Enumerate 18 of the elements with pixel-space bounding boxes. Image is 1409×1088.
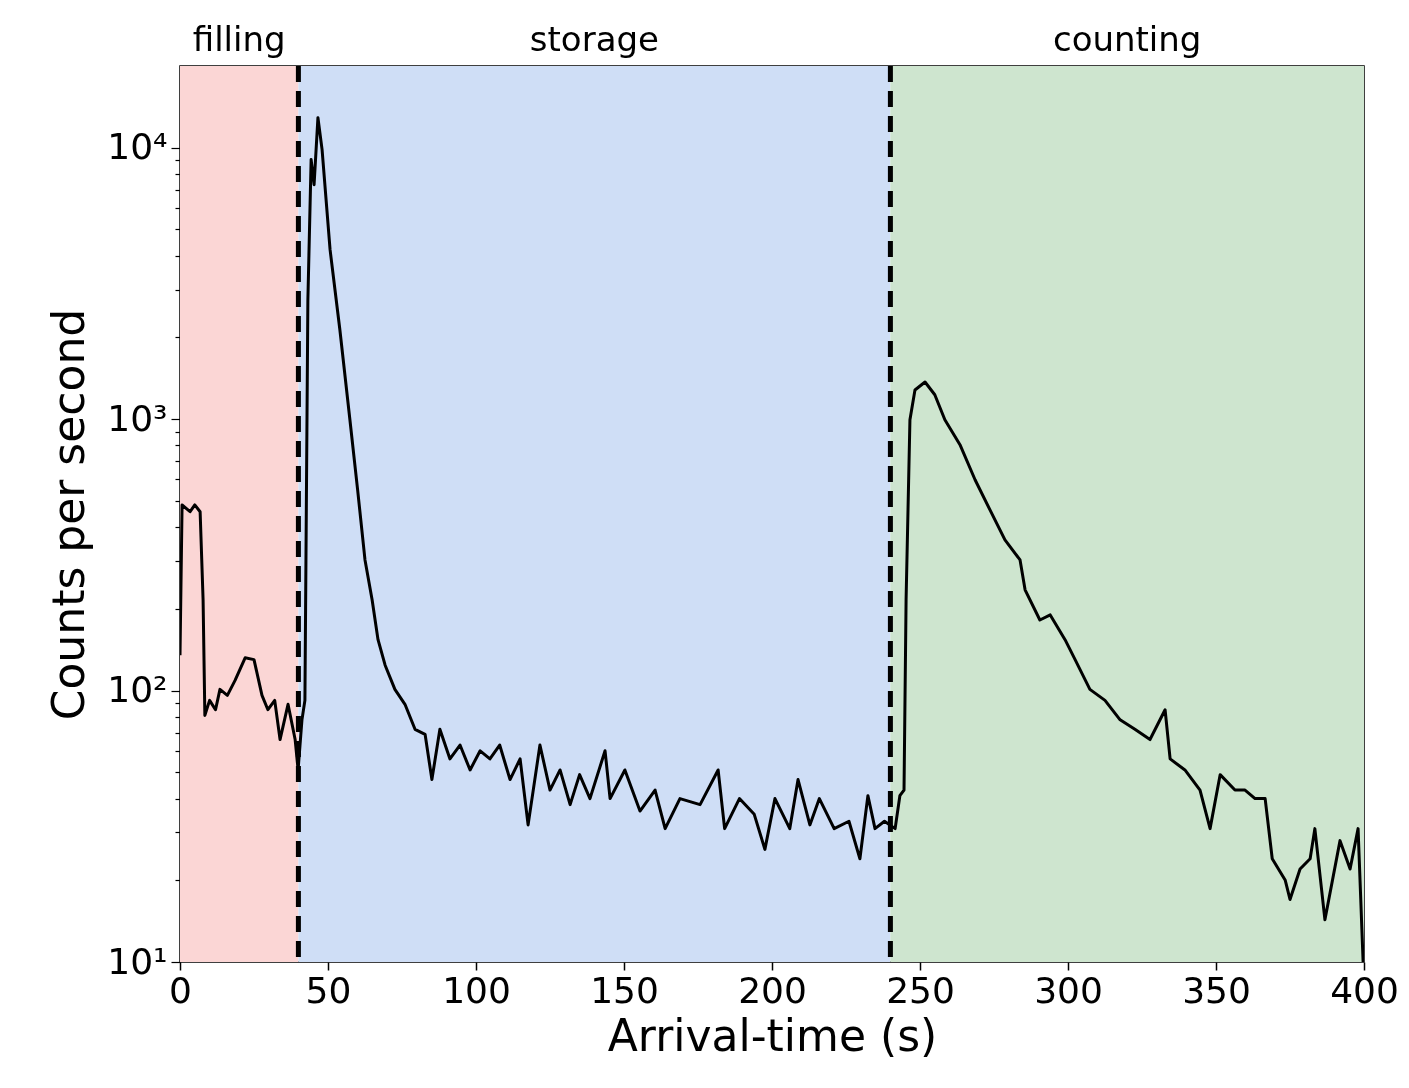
x-tick-label: 50 bbox=[305, 969, 352, 1011]
x-tick-label: 400 bbox=[1330, 969, 1399, 1011]
band-label: counting bbox=[1052, 19, 1202, 59]
y-tick-label: 10¹ bbox=[107, 940, 168, 982]
x-axis-title: Arrival-time (s) bbox=[607, 1009, 938, 1061]
y-tick-label: 10³ bbox=[107, 397, 168, 439]
x-tick-label: 150 bbox=[590, 969, 659, 1011]
x-tick-label: 100 bbox=[442, 969, 511, 1011]
x-tick-label: 250 bbox=[886, 969, 955, 1011]
y-tick-label: 10⁴ bbox=[107, 126, 168, 168]
x-tick-label: 200 bbox=[738, 969, 807, 1011]
band-label: filling bbox=[192, 19, 286, 59]
y-axis-title: Counts per second bbox=[43, 308, 95, 721]
x-tick-label: 300 bbox=[1034, 969, 1103, 1011]
x-tick-label: 0 bbox=[169, 969, 192, 1011]
band-label: storage bbox=[529, 19, 659, 59]
y-tick-label: 10² bbox=[107, 669, 168, 711]
x-tick-label: 350 bbox=[1182, 969, 1251, 1011]
